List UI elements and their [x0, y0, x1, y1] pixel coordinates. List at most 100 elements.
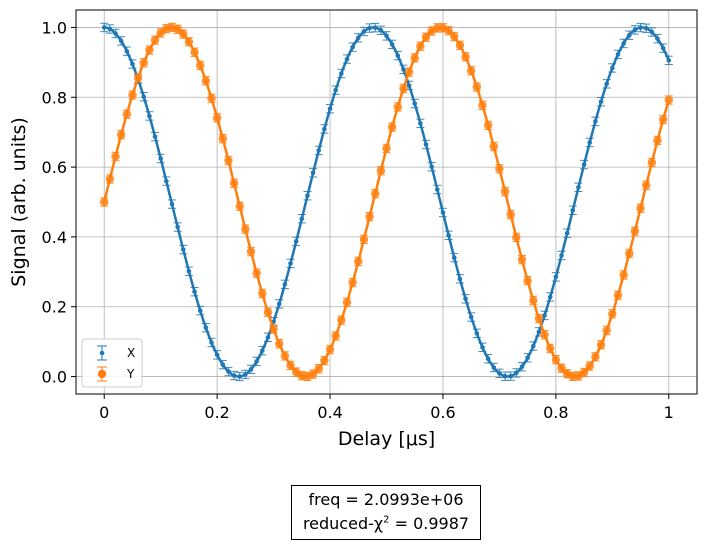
marker [310, 170, 316, 176]
data-point-y [540, 330, 549, 340]
marker [450, 32, 459, 41]
data-point-y [450, 31, 459, 42]
data-point-y [365, 211, 374, 222]
chi-superscript: 2 [383, 514, 390, 526]
marker [579, 368, 589, 377]
data-point-y [653, 135, 662, 146]
marker [231, 373, 237, 378]
data-point-y [641, 180, 651, 190]
data-point-y [371, 188, 380, 199]
data-point-x [303, 191, 312, 201]
marker [184, 37, 194, 46]
data-point-x [167, 199, 176, 209]
marker [327, 106, 333, 112]
data-point-x [252, 356, 261, 367]
chart: 0 0.2 0.4 0.6 0.8 1 0.0 0.2 0.4 0.6 0.8 1.0 Delay … [8, 9, 698, 450]
data-point-y [263, 307, 273, 317]
marker [180, 247, 186, 252]
marker [342, 297, 352, 307]
data-point-y [241, 224, 250, 234]
data-point-y [258, 288, 267, 299]
marker [658, 115, 668, 124]
marker [647, 158, 657, 167]
marker [641, 181, 651, 190]
data-point-x [568, 205, 577, 216]
axes-frame [75, 9, 698, 395]
data-point-y [546, 343, 555, 354]
data-point-x [636, 22, 645, 33]
marker [359, 235, 369, 244]
marker [649, 29, 655, 35]
data-point-y [647, 157, 657, 168]
data-point-y [596, 340, 606, 350]
marker [512, 233, 521, 242]
data-point-x [218, 359, 227, 370]
data-point-x [241, 369, 250, 380]
data-point-y [557, 363, 566, 373]
marker [220, 362, 226, 367]
marker [293, 239, 299, 244]
marker [389, 42, 395, 47]
legend-x-label: X [127, 346, 135, 360]
marker [478, 101, 487, 110]
data-point-y [523, 276, 532, 286]
data-point-x [382, 31, 391, 41]
marker [542, 313, 547, 318]
data-point-y [235, 201, 244, 211]
data-point-y [500, 186, 510, 197]
data-point-y [150, 35, 160, 45]
marker [608, 309, 617, 318]
marker [517, 255, 527, 264]
marker [288, 261, 293, 266]
data-point-x [354, 33, 363, 43]
marker [406, 83, 412, 88]
data-point-y [608, 309, 617, 319]
data-point-y [529, 295, 538, 306]
data-point-x [427, 162, 436, 172]
fit-reduced-chi2: reduced-χ2 = 0.9987 [292, 512, 480, 536]
marker [463, 296, 468, 302]
marker [203, 325, 209, 330]
marker [152, 134, 158, 139]
marker [435, 187, 440, 192]
marker [260, 348, 265, 353]
data-point-x [348, 42, 357, 52]
marker [361, 29, 367, 34]
marker [280, 351, 290, 361]
data-point-x [371, 22, 380, 33]
marker [276, 301, 282, 307]
data-point-x [546, 292, 555, 302]
data-point-x [602, 79, 611, 89]
data-point-x [647, 27, 656, 37]
data-point-x [393, 50, 402, 61]
data-point-y [489, 141, 498, 152]
legend-x-symbol [97, 345, 107, 361]
marker [224, 156, 233, 165]
marker [615, 52, 621, 57]
marker [354, 257, 363, 266]
y-tick-label: 0.6 [42, 158, 67, 177]
marker [265, 335, 271, 340]
data-point-y [342, 297, 352, 307]
marker [339, 71, 344, 76]
data-point-y [512, 232, 521, 243]
marker [514, 370, 519, 376]
marker [124, 48, 130, 54]
marker [305, 193, 310, 198]
y-tick-label: 0.8 [42, 88, 67, 107]
x-axis-label: Delay [μs] [338, 428, 435, 450]
marker [248, 367, 254, 372]
marker [530, 343, 536, 349]
data-point-y [331, 331, 340, 341]
data-point-x [410, 98, 419, 109]
data-point-y [636, 203, 645, 213]
y-tick-label: 0.0 [42, 368, 67, 387]
data-point-x [235, 371, 244, 382]
data-point-x [591, 116, 600, 127]
marker [122, 109, 132, 119]
marker [269, 324, 278, 334]
y-axis-label: Signal (arb. units) [8, 117, 30, 287]
fit-frequency: freq = 2.0993e+06 [308, 490, 464, 509]
data-point-x [326, 104, 335, 114]
data-point-x [139, 92, 148, 102]
